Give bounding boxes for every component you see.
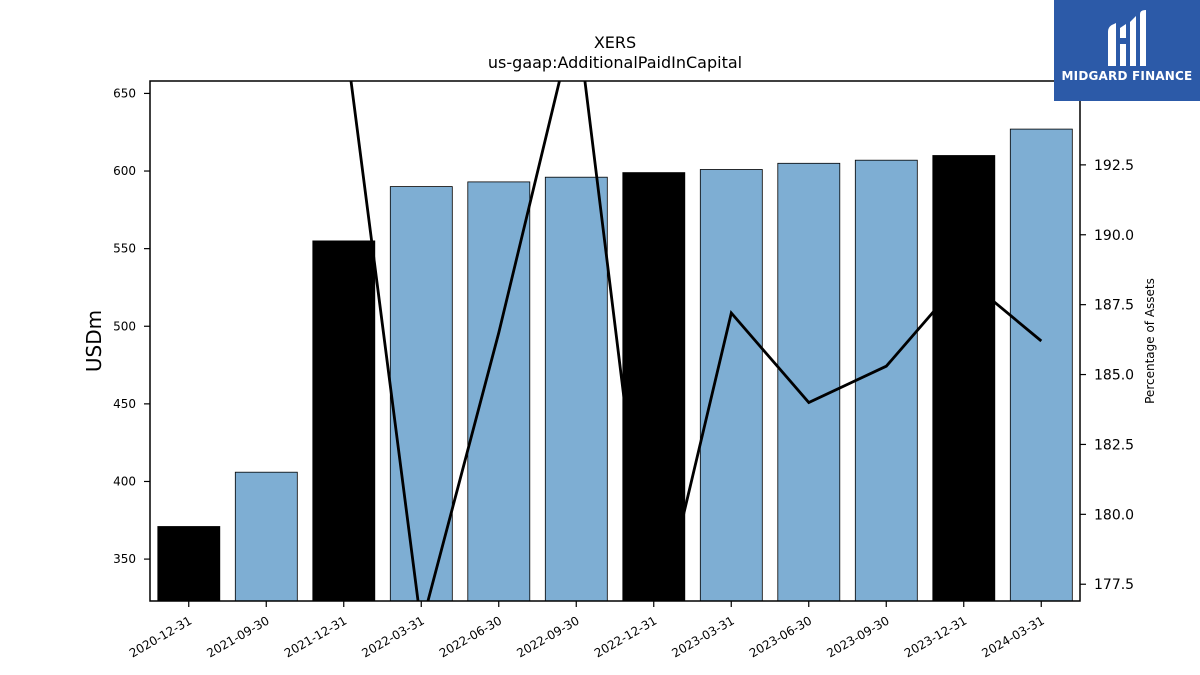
x-tick-label: 2021-12-31 xyxy=(282,613,349,660)
y2-tick-label: 185.0 xyxy=(1094,368,1134,384)
x-tick-label: 2023-12-31 xyxy=(902,613,969,660)
y2-tick-label: 182.5 xyxy=(1094,437,1134,453)
y-tick-label: 550 xyxy=(113,242,136,256)
brand-name: MIDGARD FINANCE xyxy=(1061,69,1193,83)
logo-mark-icon xyxy=(1108,10,1146,66)
bar-2022-12-31 xyxy=(622,172,686,601)
bar-2023-03-31 xyxy=(699,169,763,601)
bar-2022-09-30 xyxy=(544,176,608,601)
x-tick-label: 2023-06-30 xyxy=(747,613,814,660)
bar-2023-06-30 xyxy=(777,162,841,601)
y2-tick-label: 192.5 xyxy=(1094,158,1134,174)
bar-2023-12-31 xyxy=(932,155,996,601)
plot-area xyxy=(157,81,1073,601)
y-tick-label: 450 xyxy=(113,397,136,411)
y-tick-label: 350 xyxy=(113,552,136,566)
x-tick-label: 2021-09-30 xyxy=(204,613,271,660)
line-series-percentage-of-assets xyxy=(349,81,1043,601)
x-tick-label: 2024-03-31 xyxy=(979,613,1046,660)
x-tick-label: 2022-06-30 xyxy=(437,613,504,660)
x-tick-label: 2020-12-31 xyxy=(127,613,194,660)
y2-tick-label: 190.0 xyxy=(1094,228,1134,244)
y-axis-label: USDm xyxy=(82,310,106,372)
y2-axis-label: Percentage of Assets xyxy=(1143,278,1157,404)
x-tick-label: 2022-12-31 xyxy=(592,613,659,660)
brand-logo: MIDGARD FINANCE xyxy=(1054,0,1200,101)
bar-2021-12-31 xyxy=(312,240,376,601)
y-tick-label: 600 xyxy=(113,164,136,178)
x-tick-label: 2022-09-30 xyxy=(514,613,581,660)
y2-tick-label: 177.5 xyxy=(1094,577,1134,593)
y2-tick-label: 187.5 xyxy=(1094,298,1134,314)
bar-2021-09-30 xyxy=(234,471,298,601)
chart-subtitle: us-gaap:AdditionalPaidInCapital xyxy=(488,53,742,72)
bar-2024-03-31 xyxy=(1009,128,1073,601)
bar-2023-09-30 xyxy=(854,159,918,601)
x-tick-label: 2023-09-30 xyxy=(824,613,891,660)
x-tick-label: 2022-03-31 xyxy=(359,613,426,660)
bar-2020-12-31 xyxy=(157,526,221,601)
y2-tick-label: 180.0 xyxy=(1094,507,1134,523)
plot-frame xyxy=(149,80,1081,602)
y-tick-label: 500 xyxy=(113,319,136,333)
y-tick-label: 650 xyxy=(113,86,136,100)
y-tick-label: 400 xyxy=(113,474,136,488)
chart-title: XERS xyxy=(594,33,636,52)
bar-2022-03-31 xyxy=(389,186,453,601)
x-tick-label: 2023-03-31 xyxy=(669,613,736,660)
